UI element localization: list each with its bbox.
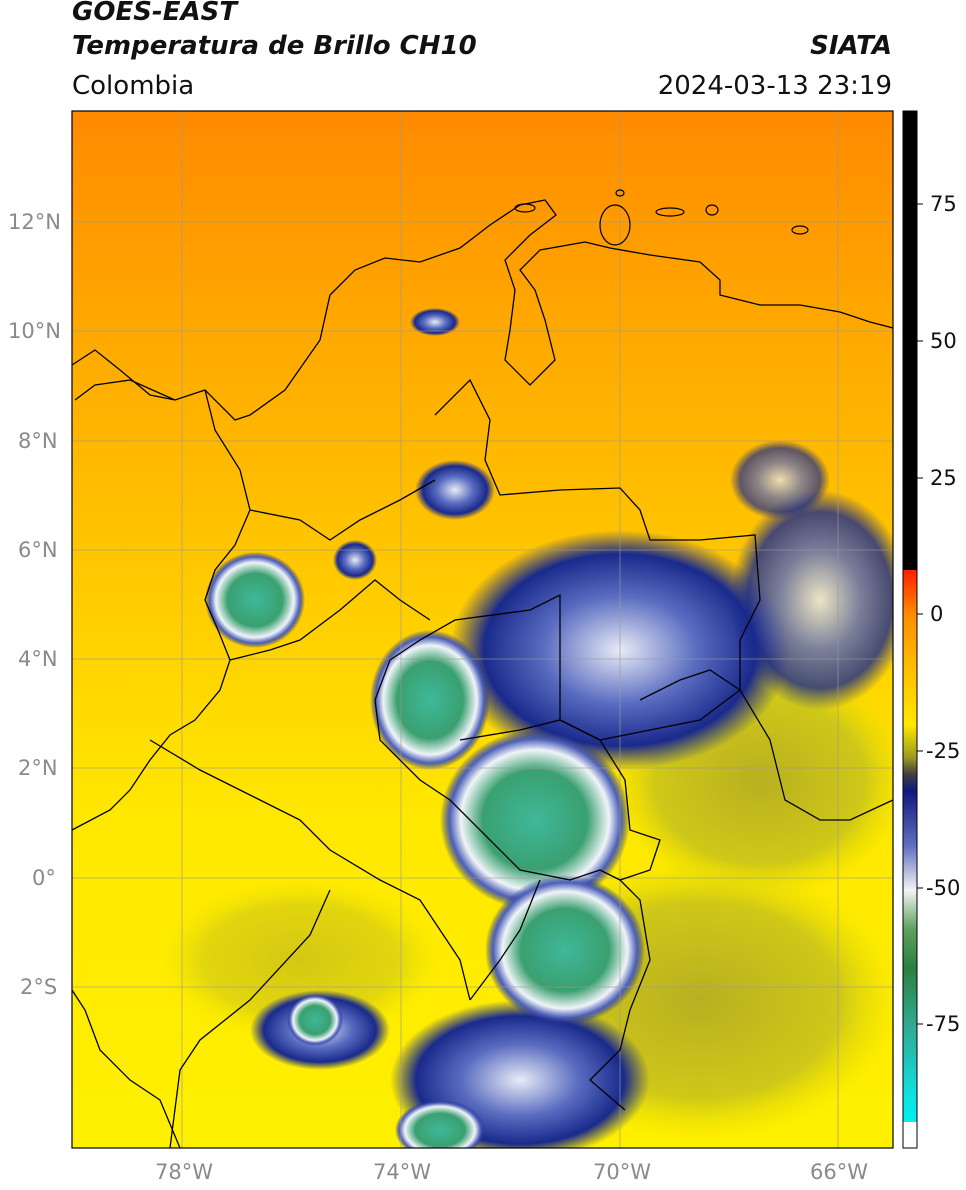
lat-tick-0: 0° [32,866,56,890]
lat-tick-12n: 12°N [8,210,61,234]
lat-tick-2s: 2°S [20,975,58,999]
lat-tick-4n: 4°N [18,647,58,671]
lon-tick-70w: 70°W [593,1160,651,1184]
satellite-title: GOES-EAST [72,0,238,27]
lat-tick-2n: 2°N [18,756,58,780]
lat-tick-8n: 8°N [18,429,58,453]
lat-tick-6n: 6°N [18,538,58,562]
colorbar-tick-neg75: -75 [926,1012,961,1036]
map-area [72,111,893,1148]
colorbar-tick-neg25: -25 [926,739,961,763]
colorbar-tick-0: 0 [930,602,944,626]
map-frame [71,110,894,1149]
agency-label: SIATA [810,31,892,61]
lon-tick-78w: 78°W [155,1160,213,1184]
colorbar [902,110,923,1149]
lat-tick-10n: 10°N [8,319,61,343]
lon-tick-74w: 74°W [373,1160,431,1184]
colorbar-tick-25: 25 [930,466,957,490]
datetime-label: 2024-03-13 23:19 [657,71,892,101]
region-label: Colombia [72,71,195,101]
colorbar-tick-75: 75 [930,192,957,216]
borders [72,199,893,1148]
islands [514,189,809,246]
graticule [72,111,893,1148]
colorbar-tick-50: 50 [930,329,957,353]
product-title: Temperatura de Brillo CH10 [72,31,477,61]
lon-tick-66w: 66°W [810,1160,868,1184]
colorbar-tick-neg50: -50 [926,876,961,900]
